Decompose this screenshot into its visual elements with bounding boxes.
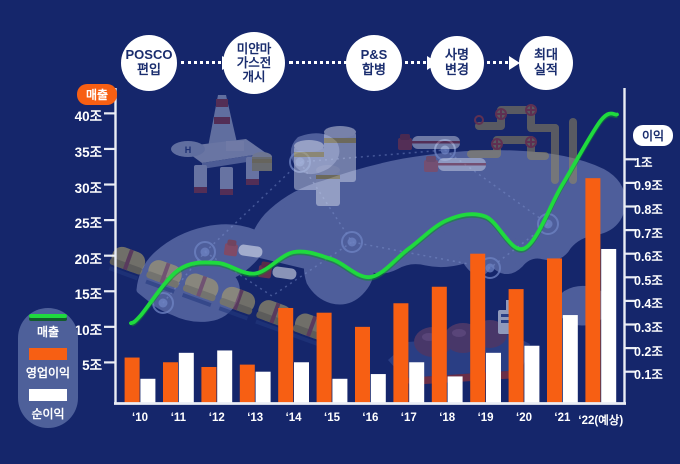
year-label: ‘16 — [362, 412, 379, 424]
timeline-dotted-connector — [405, 61, 426, 64]
right-tick-label: 0.3조 — [634, 321, 663, 335]
year-label: ‘19 — [477, 412, 494, 424]
net-profit-bar — [332, 378, 348, 404]
right-tick-label: 0.8조 — [634, 203, 663, 217]
timeline-milestone: 사명 변경 — [430, 36, 484, 90]
timeline-dotted-connector — [289, 61, 355, 64]
year-label: ‘13 — [247, 412, 264, 424]
revenue-line — [129, 111, 619, 326]
left-tick-label: 25조 — [74, 216, 102, 232]
net-profit-swatch — [29, 389, 67, 401]
timeline-milestone: 미얀마 가스전 개시 — [223, 32, 285, 94]
net-profit-bar — [294, 362, 309, 404]
oil-rig-icon: H — [171, 95, 272, 195]
operating-profit-bar — [239, 364, 255, 404]
left-tick-label: 5조 — [82, 358, 102, 374]
operating-profit-bar — [278, 307, 294, 404]
year-label: ‘10 — [132, 412, 148, 424]
year-label: ‘22(예상) — [578, 415, 624, 427]
year-label: ‘18 — [439, 412, 456, 424]
chart-legend: 매출 영업이익 순이익 — [18, 308, 78, 428]
year-label: ‘11 — [170, 412, 187, 424]
right-tick-label: 0.5조 — [634, 273, 663, 288]
left-tick-label: 10조 — [74, 322, 102, 338]
operating-profit-bar — [355, 326, 370, 404]
right-tick-label: 0.2조 — [634, 344, 663, 359]
right-tick-label: 0.6조 — [634, 250, 663, 265]
year-label: ‘14 — [285, 412, 302, 424]
net-profit-bar — [601, 248, 617, 404]
network-nodes-icon — [152, 139, 559, 314]
timeline-milestone: POSCO 편입 — [121, 35, 177, 91]
revenue-line-swatch — [29, 314, 67, 318]
right-tick-label: 1조 — [634, 155, 653, 170]
net-profit-bar — [409, 362, 425, 404]
net-profit-bar — [447, 376, 463, 404]
operating-profit-swatch — [29, 348, 67, 360]
year-label: ‘17 — [400, 412, 417, 424]
operating-profit-bar — [470, 253, 486, 404]
net-profit-bar — [140, 378, 156, 404]
tanker-trucks-icon — [398, 134, 486, 172]
arrow-right-icon — [509, 56, 520, 70]
storage-tanks-icon — [294, 126, 356, 206]
operating-profit-bar — [585, 178, 601, 404]
legend-label-operating-profit: 영업이익 — [25, 366, 71, 380]
right-tick-label: 0.1조 — [634, 368, 663, 383]
timeline-dotted-connector — [181, 61, 221, 64]
operating-profit-bar — [201, 366, 217, 404]
operating-profit-bar — [124, 357, 140, 404]
net-profit-bar — [562, 315, 578, 404]
right-tick-label: 0.7조 — [634, 226, 663, 241]
net-profit-bar — [255, 371, 271, 404]
legend-label-revenue: 매출 — [36, 325, 60, 339]
operating-profit-bar — [431, 286, 447, 404]
right-tick-label: 0.4조 — [634, 297, 663, 312]
operating-profit-bar — [316, 312, 332, 404]
timeline-milestone: P&S 합병 — [346, 35, 402, 91]
net-profit-bar — [370, 374, 386, 404]
left-tick-label: 15조 — [74, 287, 102, 303]
net-profit-bar — [217, 350, 233, 404]
operating-profit-bar — [393, 303, 409, 404]
operating-profit-bar — [547, 258, 562, 404]
right-tick-label: 0.9조 — [634, 179, 663, 194]
year-label: ‘15 — [324, 412, 340, 424]
year-label: ‘12 — [208, 412, 225, 424]
net-profit-bar — [178, 352, 194, 404]
operating-profit-bar — [163, 362, 178, 404]
left-tick-label: 20조 — [74, 251, 102, 267]
legend-label-net-profit: 순이익 — [31, 407, 65, 421]
net-profit-bar — [524, 345, 540, 404]
left-tick-label: 30조 — [74, 180, 102, 196]
timeline-milestone: 최대 실적 — [519, 36, 573, 90]
left-tick-label: 35조 — [74, 144, 102, 160]
operating-profit-bar — [508, 289, 524, 404]
left-tick-label: 40조 — [74, 109, 102, 125]
timeline-dotted-connector — [487, 61, 508, 64]
world-map-icon — [136, 133, 626, 326]
left-axis-label-pill: 매출 — [77, 84, 118, 105]
year-label: ‘20 — [516, 412, 532, 424]
net-profit-bar — [486, 352, 501, 404]
right-axis-label-pill: 이익 — [633, 125, 674, 146]
year-label: ‘21 — [554, 412, 571, 424]
helipad-label: H — [185, 145, 192, 155]
